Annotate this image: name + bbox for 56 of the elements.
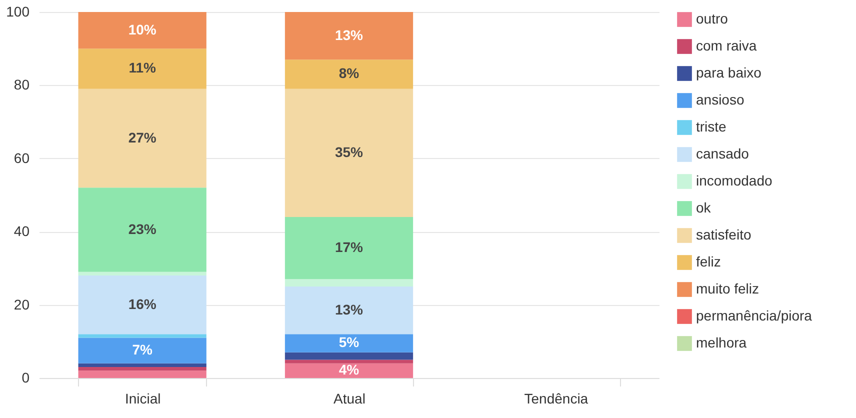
bar: [78, 272, 206, 276]
bar: [284, 12, 414, 60]
y-tick-label: 60: [14, 150, 30, 166]
legend-label: com raiva: [696, 38, 757, 54]
data-label: 5%: [338, 334, 360, 350]
legend-label: feliz: [696, 254, 721, 270]
legend-label: incomodado: [696, 172, 772, 188]
data-label: 13%: [334, 301, 364, 318]
bar: [284, 216, 414, 280]
x-tick-label: Atual: [334, 390, 366, 406]
legend-label: para baixo: [696, 64, 762, 80]
y-tick-label: 20: [14, 296, 30, 312]
bar: [78, 363, 206, 368]
y-tick-label: 80: [14, 76, 30, 93]
data-label: 27%: [128, 129, 157, 146]
bar: [78, 48, 206, 89]
data-label: 16%: [128, 296, 157, 312]
bar: [284, 363, 414, 378]
bar: [284, 360, 414, 364]
bar: [284, 279, 414, 286]
bar: [78, 338, 206, 364]
bar: [78, 88, 206, 188]
x-tick-label: Inicial: [124, 390, 161, 406]
data-label: 17%: [334, 239, 364, 256]
legend-label: permanência/piora: [696, 308, 812, 324]
y-tick-label: 40: [14, 223, 30, 240]
data-label: 35%: [334, 144, 364, 160]
bar: [284, 334, 414, 352]
bar: [284, 286, 414, 334]
data-label: 4%: [338, 362, 360, 378]
legend-label: outro: [696, 10, 728, 26]
legend-label: ok: [696, 200, 712, 216]
bar: [78, 188, 206, 272]
data-label: 13%: [334, 26, 364, 43]
bar: [78, 12, 206, 49]
x-tick-label: Tendência: [524, 390, 588, 406]
legend-label: triste: [696, 118, 727, 134]
legend-label: satisfeito: [696, 226, 752, 242]
legend-label: melhora: [696, 334, 747, 350]
data-label: 10%: [128, 21, 157, 38]
bar: [284, 60, 414, 89]
y-tick-label: 100: [6, 4, 30, 20]
data-label: 23%: [128, 220, 157, 237]
legend-label: muito feliz: [696, 280, 760, 296]
bar: [78, 367, 206, 371]
bar: [78, 334, 206, 338]
y-tick-label: 0: [22, 370, 30, 386]
legend-label: cansado: [696, 146, 750, 162]
bar: [78, 276, 206, 334]
bar: [284, 88, 414, 217]
data-label: 11%: [128, 60, 157, 76]
legend-label: ansioso: [696, 92, 744, 108]
data-label: 7%: [132, 342, 153, 358]
bar: [284, 352, 414, 360]
bar: [78, 370, 206, 378]
data-label: 8%: [338, 65, 360, 82]
